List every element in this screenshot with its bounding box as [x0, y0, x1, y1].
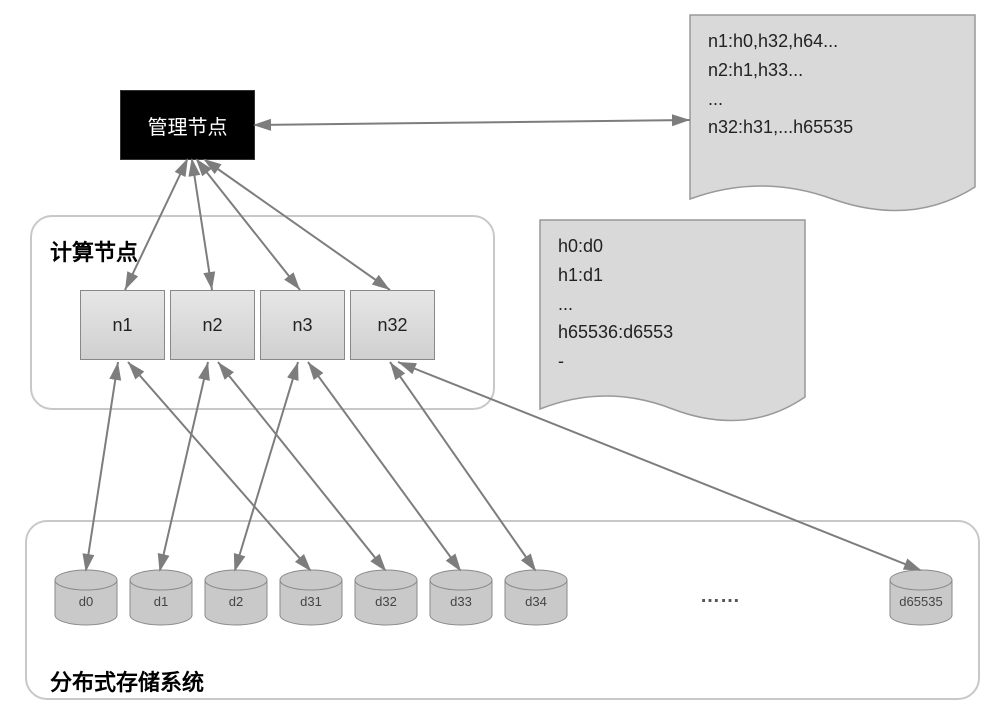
- mapping-doc-2-text: h0:d0 h1:d1 ... h65536:d6553 -: [558, 232, 793, 376]
- storage-disk-label: d34: [505, 594, 567, 609]
- management-node-label: 管理节点: [148, 111, 228, 140]
- storage-disk-label: d0: [55, 594, 117, 609]
- storage-ellipsis: ……: [700, 585, 740, 608]
- compute-node-label: n3: [292, 315, 312, 336]
- storage-group-title: 分布式存储系统: [50, 665, 204, 697]
- compute-node-label: n2: [202, 315, 222, 336]
- compute-node: n3: [260, 290, 345, 360]
- compute-node-label: n1: [112, 315, 132, 336]
- storage-disk-last-label: d65535: [890, 594, 952, 609]
- compute-node-label: n32: [377, 315, 407, 336]
- compute-node: n32: [350, 290, 435, 360]
- storage-disk-label: d33: [430, 594, 492, 609]
- storage-disk-label: d31: [280, 594, 342, 609]
- compute-node: n1: [80, 290, 165, 360]
- compute-group-title: 计算节点: [50, 235, 138, 267]
- storage-disk-label: d2: [205, 594, 267, 609]
- connector-arrow: [255, 120, 690, 125]
- management-node: 管理节点: [120, 90, 255, 160]
- storage-disk-label: d1: [130, 594, 192, 609]
- compute-node: n2: [170, 290, 255, 360]
- mapping-doc-1-text: n1:h0,h32,h64... n2:h1,h33... ... n32:h3…: [708, 27, 963, 142]
- storage-disk-label: d32: [355, 594, 417, 609]
